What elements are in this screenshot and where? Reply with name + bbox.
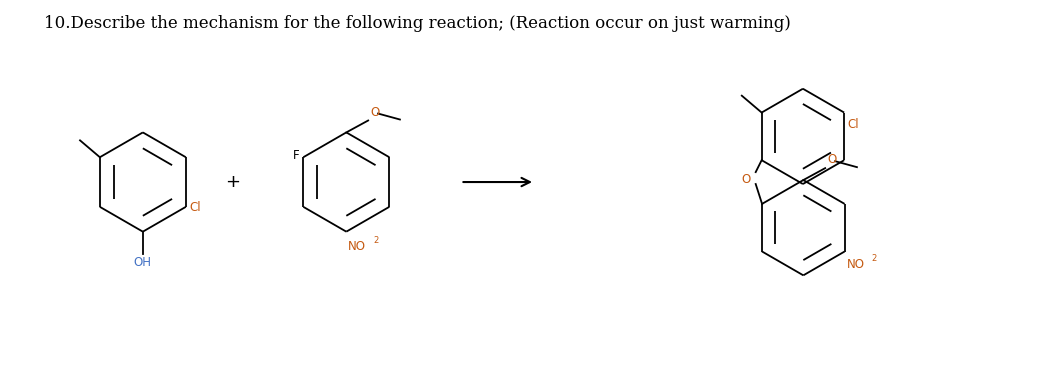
Text: 10.Describe the mechanism for the following reaction; (Reaction occur on just wa: 10.Describe the mechanism for the follow… [44,15,791,32]
Text: +: + [225,173,240,191]
Text: O: O [827,153,837,166]
Text: Cl: Cl [189,201,202,214]
Text: 2: 2 [871,254,877,264]
Text: NO: NO [348,240,366,252]
Text: NO: NO [846,258,865,272]
Text: O: O [370,105,380,119]
Text: 2: 2 [373,236,379,245]
Text: F: F [293,149,299,162]
Text: O: O [742,172,751,186]
Text: OH: OH [134,257,152,270]
Text: Cl: Cl [847,117,859,131]
